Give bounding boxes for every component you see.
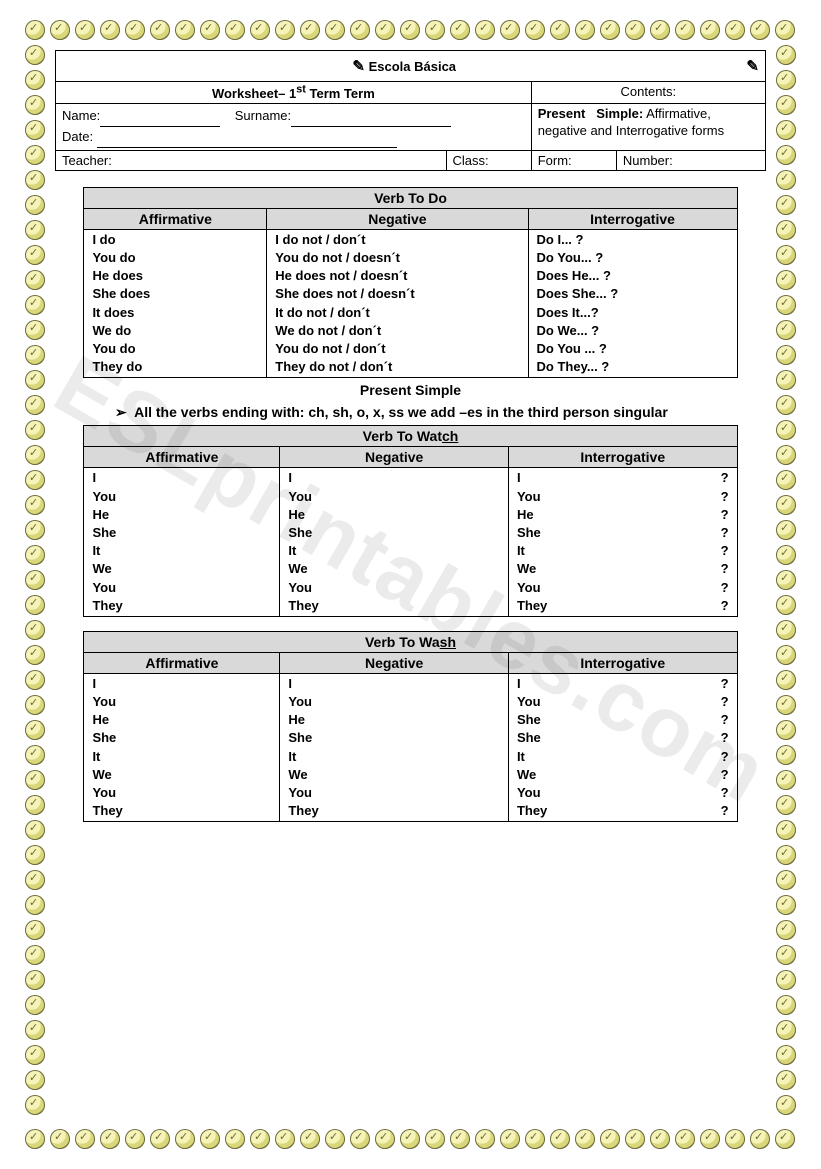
number-label: Number: [623,153,673,168]
watch-neg-cell: IYouHeSheItWeYouThey [280,468,509,617]
rule-note: ➢ All the verbs ending with: ch, sh, o, … [115,404,766,421]
pen-icon: ✎ [352,57,365,75]
col-interrogative: Interrogative [528,208,737,229]
arrow-icon: ➢ [115,404,127,420]
surname-label: Surname: [235,108,291,123]
form-label: Form: [538,153,572,168]
pen-icon-right: ✎ [746,57,759,75]
date-label: Date: [62,129,93,144]
col-negative: Negative [280,447,509,468]
wash-neg-cell: IYouHeSheItWeYouThey [280,673,509,822]
col-negative: Negative [280,652,509,673]
col-interrogative: Interrogative [508,652,737,673]
col-interrogative: Interrogative [508,447,737,468]
col-negative: Negative [267,208,528,229]
verb-wash-table: Verb To Wash Affirmative Negative Interr… [83,631,737,823]
col-affirmative: Affirmative [84,447,280,468]
col-affirmative: Affirmative [84,652,280,673]
verb-do-title: Verb To Do [84,187,737,208]
do-int-cell: Do I... ?Do You... ?Does He... ?Does She… [528,229,737,378]
worksheet-title: Worksheet– 1st Term Term [212,86,375,101]
surname-field[interactable] [291,114,451,127]
verb-wash-title: Verb To Wash [84,631,737,652]
header-table: ✎ Escola Básica ✎ Worksheet– 1st Term Te… [55,50,766,171]
do-neg-cell: I do not / don´tYou do not / doesn´tHe d… [267,229,528,378]
wash-int-cell: I?You?She?She?It?We?You?They? [508,673,737,822]
wash-aff-cell: IYouHeSheItWeYouThey [84,673,280,822]
contents-label: Contents: [531,82,765,104]
watch-aff-cell: IYouHeSheItWeYouThey [84,468,280,617]
col-affirmative: Affirmative [84,208,267,229]
verb-watch-title: Verb To Watch [84,426,737,447]
date-field[interactable] [97,135,397,148]
verb-watch-table: Verb To Watch Affirmative Negative Inter… [83,425,737,617]
teacher-label: Teacher: [62,153,112,168]
school-name: Escola Básica [369,59,456,74]
name-field[interactable] [100,114,220,127]
verb-do-table: Verb To Do Affirmative Negative Interrog… [83,187,737,379]
do-aff-cell: I doYou doHe doesShe doesIt doesWe doYou… [84,229,267,378]
watch-int-cell: I?You?He?She?It?We?You?They? [508,468,737,617]
name-label: Name: [62,108,100,123]
class-label: Class: [453,153,489,168]
contents-text: Present Simple: Affirmative, negative an… [531,104,765,151]
present-simple-title: Present Simple [55,382,766,398]
